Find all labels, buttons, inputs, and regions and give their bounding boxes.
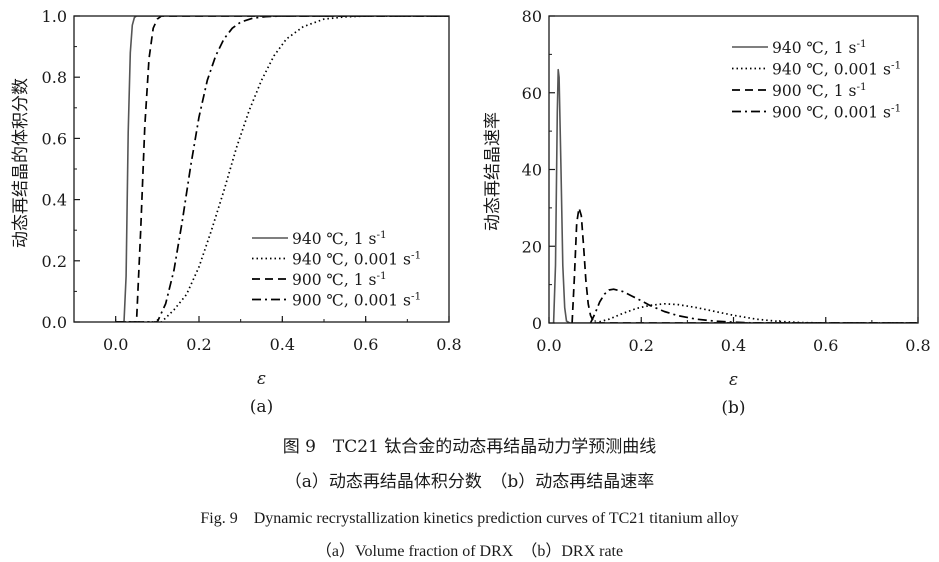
legend-entry-1: 940 ℃, 1 s-1 — [292, 229, 387, 248]
chart-panel-b: 0.0 0.2 0.4 0.6 0.8 0 20 40 60 80 ε 动态再结晶速率 (b) 940 ℃… — [483, 7, 931, 418]
x-tick-label: 0.8 — [905, 336, 930, 355]
x-axis-label: ε — [729, 370, 738, 390]
legend-entry-2: 940 ℃, 0.001 s-1 — [772, 60, 901, 79]
figure-subcaption-en: （a）Volume fraction of DRX （b）DRX rate — [315, 543, 624, 560]
x-axis-label: ε — [257, 369, 266, 389]
series-line-2 — [594, 302, 918, 323]
x-tick-label: 0.6 — [813, 336, 838, 355]
x-tick-label: 0.4 — [721, 336, 746, 355]
legend-entry-3: 900 ℃, 1 s-1 — [772, 81, 867, 100]
y-tick-label: 40 — [522, 161, 542, 180]
legend-entry-1: 940 ℃, 1 s-1 — [772, 38, 867, 57]
y-tick-label: 0.6 — [42, 129, 67, 148]
series-line-3 — [115, 16, 449, 322]
y-tick-label: 60 — [522, 84, 542, 103]
x-tick-label: 0.8 — [436, 335, 461, 354]
y-tick-label: 0.0 — [42, 313, 67, 332]
series-line-4 — [115, 16, 449, 322]
figure-canvas: 0.0 0.2 0.4 0.6 0.8 0.0 0.2 0.4 0.6 0.8 1.0 ε 动态再结晶的… — [11, 7, 931, 418]
series-line-2 — [115, 16, 449, 322]
y-tick-label: 0.2 — [42, 252, 67, 271]
y-axis-label: 动态再结晶速率 — [483, 112, 503, 231]
y-axis-label: 动态再结晶的体积分数 — [11, 78, 31, 248]
series-line-1 — [552, 68, 918, 323]
x-tick-label: 0.6 — [353, 335, 378, 354]
legend-entry-2: 940 ℃, 0.001 s-1 — [292, 250, 421, 269]
figure-caption-en: Fig. 9 Dynamic recrystallization kinetic… — [200, 510, 739, 527]
y-tick-label: 0.4 — [42, 191, 67, 210]
panel-label: (b) — [721, 398, 745, 418]
x-tick-label: 0.0 — [536, 336, 561, 355]
figure-subcaption-cn: （a）动态再结晶体积分数 （b）动态再结晶速率 — [284, 472, 655, 492]
series-line-4 — [589, 288, 918, 323]
legend-entry-3: 900 ℃, 1 s-1 — [292, 270, 387, 289]
legend-entry-4: 900 ℃, 0.001 s-1 — [772, 103, 901, 122]
panel-label: (a) — [250, 397, 273, 417]
series-line-1 — [115, 16, 449, 322]
y-tick-label: 0.8 — [42, 68, 67, 87]
figure-caption-cn: 图 9 TC21 钛合金的动态再结晶动力学预测曲线 — [282, 437, 657, 457]
series-line-3 — [571, 207, 918, 323]
x-tick-label: 0.2 — [186, 335, 211, 354]
chart-panel-a: 0.0 0.2 0.4 0.6 0.8 0.0 0.2 0.4 0.6 0.8 1.0 ε 动态再结晶的… — [11, 7, 462, 417]
legend: 940 ℃, 1 s-1 940 ℃, 0.001 s-1 900 ℃, 1 s-1… — [732, 38, 901, 122]
y-tick-label: 20 — [522, 237, 542, 256]
x-tick-label: 0.2 — [629, 336, 654, 355]
y-tick-label: 0 — [532, 314, 542, 333]
x-tick-label: 0.0 — [103, 335, 128, 354]
x-tick-label: 0.4 — [270, 335, 295, 354]
y-tick-label: 1.0 — [42, 7, 67, 26]
legend-entry-4: 900 ℃, 0.001 s-1 — [292, 291, 421, 310]
y-tick-label: 80 — [522, 7, 542, 26]
